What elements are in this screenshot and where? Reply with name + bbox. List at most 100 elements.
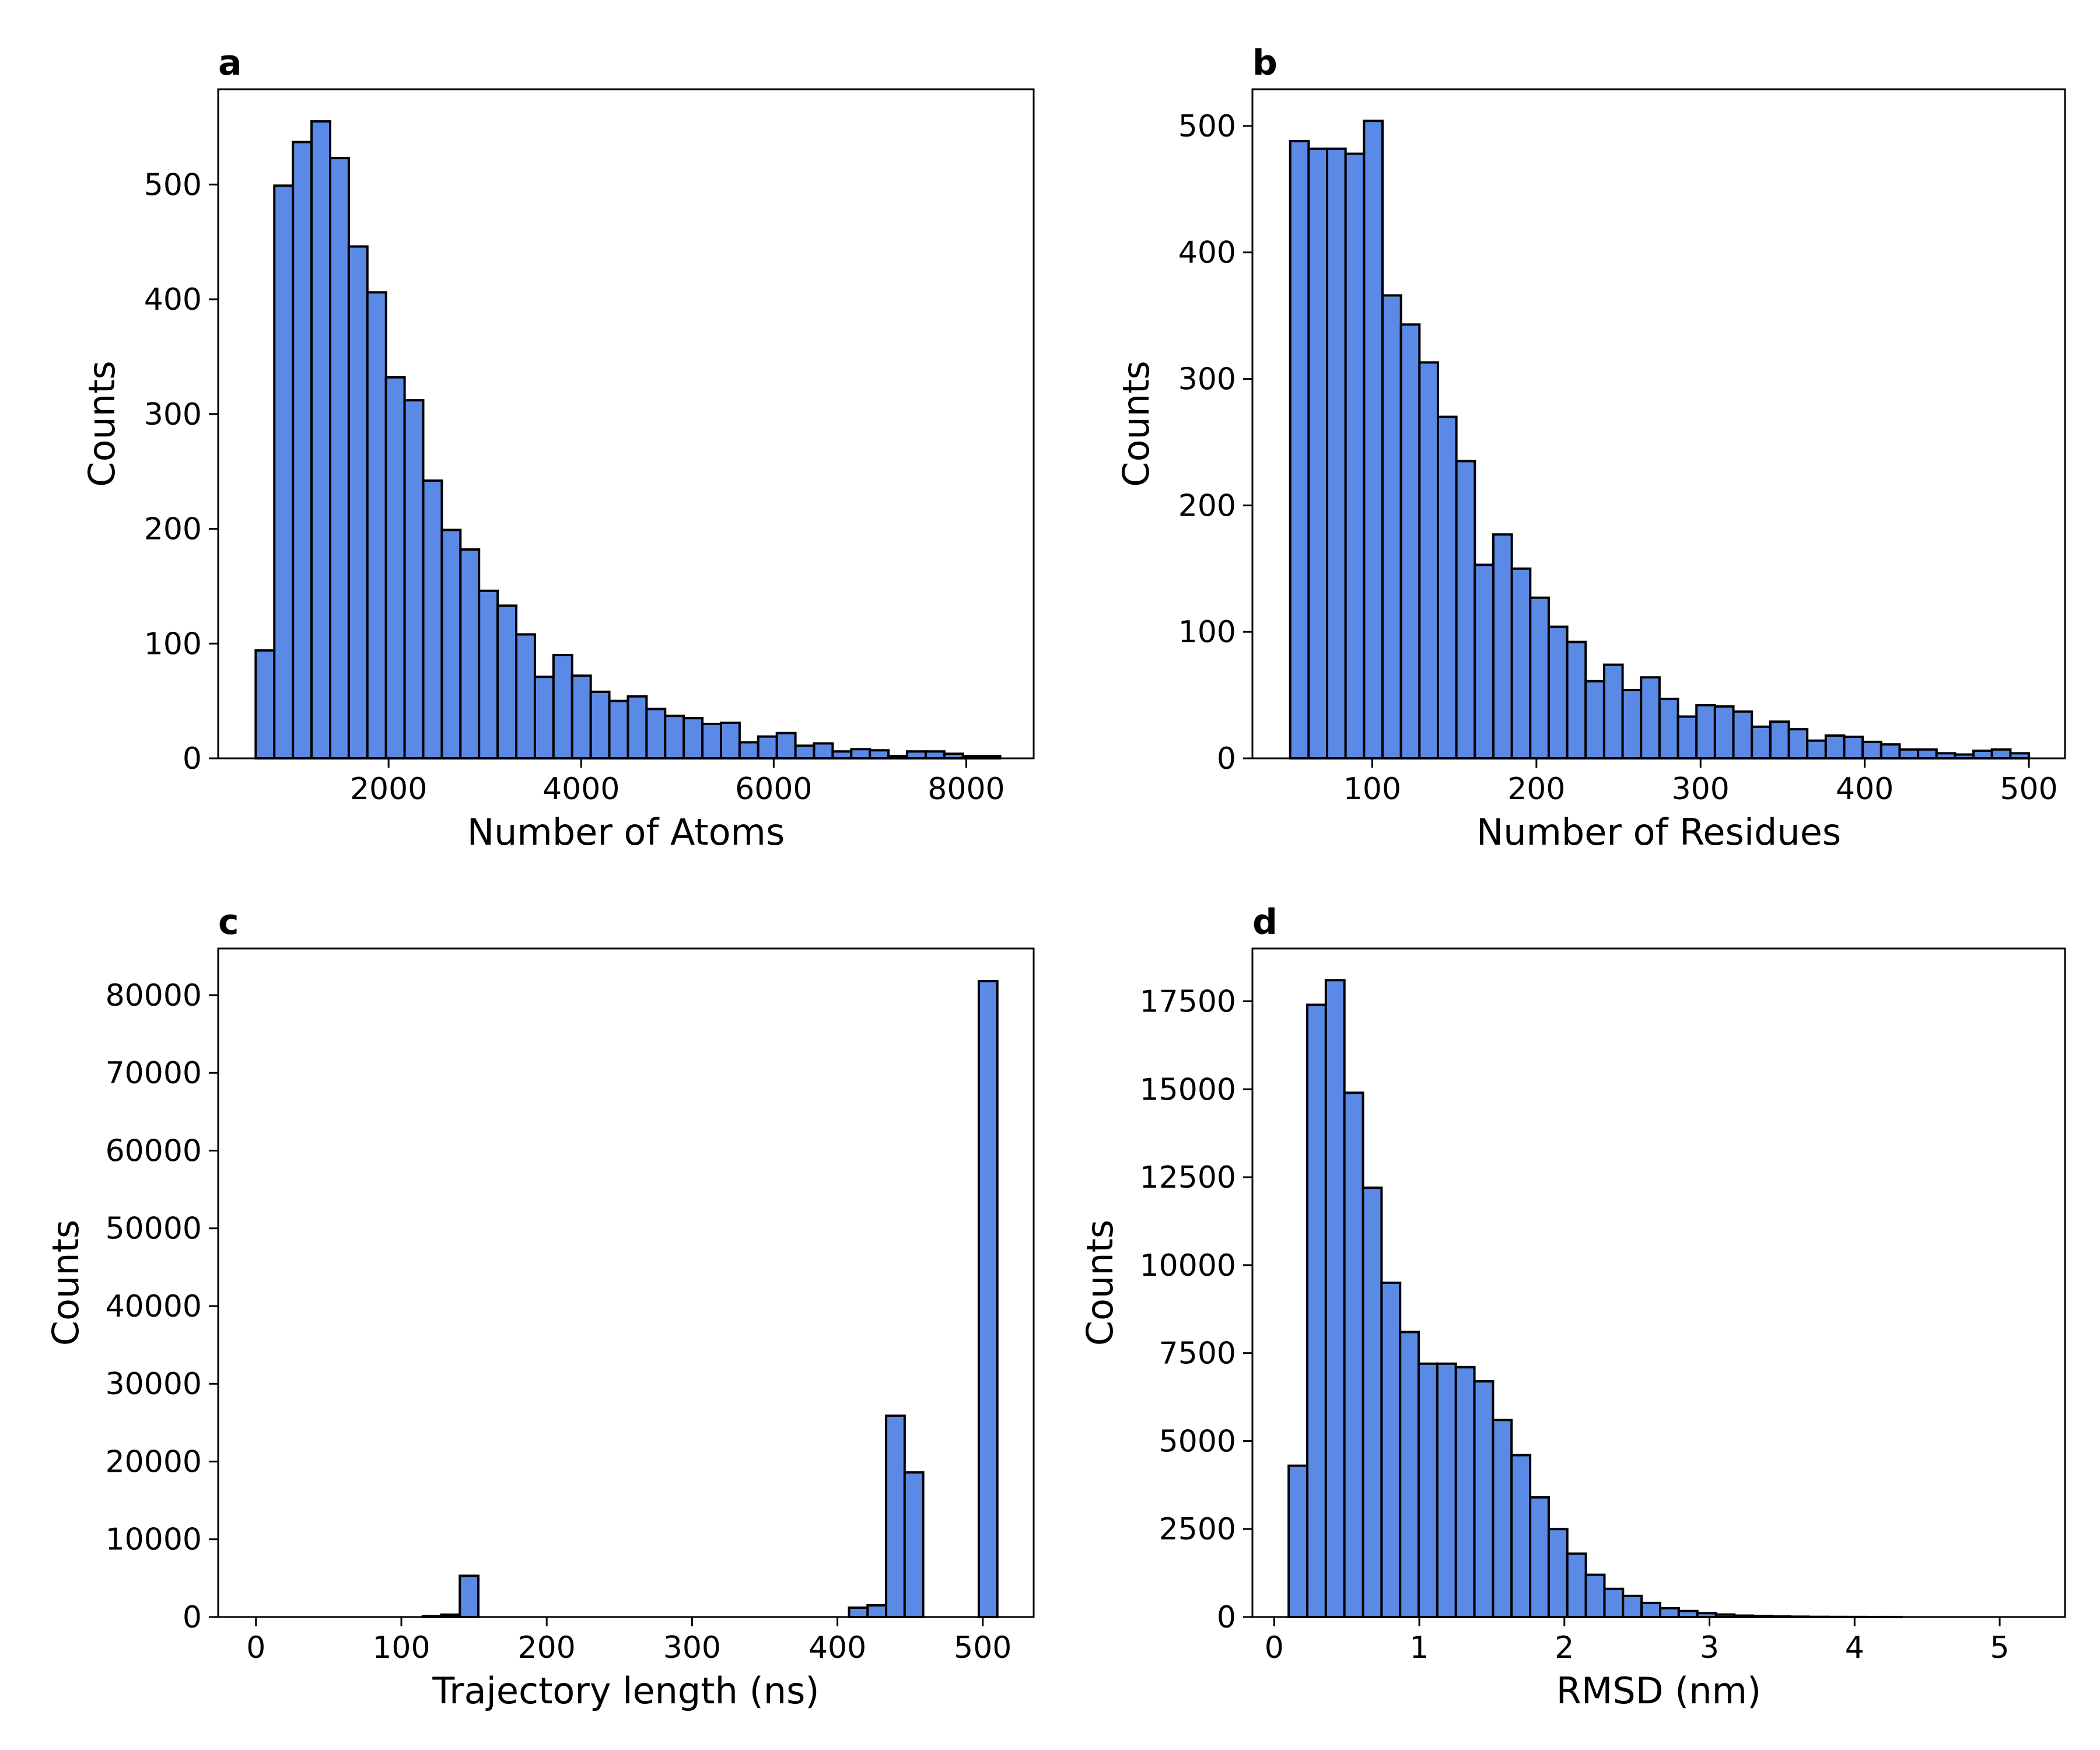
y-tick-label: 10000 xyxy=(1140,1248,1236,1283)
histogram-bar xyxy=(570,674,592,760)
histogram-bar xyxy=(1547,1528,1569,1618)
x-tick-label: 0 xyxy=(246,1630,265,1665)
histogram-bar xyxy=(328,157,350,760)
histogram-bar xyxy=(496,604,518,760)
y-axis-label: Counts xyxy=(44,1220,87,1346)
histogram-bar xyxy=(1399,1331,1420,1619)
y-axis-label: Counts xyxy=(80,360,123,487)
y-tick-label: 12500 xyxy=(1140,1160,1236,1195)
histogram-bar xyxy=(1676,715,1698,760)
histogram-bar xyxy=(422,479,443,760)
histogram-bar xyxy=(1880,743,1901,760)
x-tick-label: 100 xyxy=(372,1630,430,1665)
histogram-bar xyxy=(645,708,667,760)
histogram-bar xyxy=(292,141,313,760)
histogram-bar xyxy=(850,748,872,760)
histogram-bar xyxy=(1287,1464,1309,1618)
x-tick-label: 6000 xyxy=(735,772,812,807)
histogram-bar xyxy=(440,528,462,760)
plot-frame xyxy=(1251,947,2066,1618)
x-tick-label: 100 xyxy=(1343,772,1401,807)
histogram-bar xyxy=(1751,725,1772,760)
histogram-bar xyxy=(813,742,834,760)
x-tick-label: 200 xyxy=(1507,772,1565,807)
histogram-bar xyxy=(1473,1380,1494,1619)
x-tick-label: 400 xyxy=(1836,772,1894,807)
histogram-bar xyxy=(1529,596,1550,760)
panel-label: c xyxy=(218,902,239,943)
histogram-bar xyxy=(885,1414,906,1618)
histogram-bar xyxy=(1640,1601,1661,1619)
y-tick-label: 300 xyxy=(1178,362,1236,397)
histogram-bar xyxy=(1344,152,1366,760)
histogram-bar xyxy=(1603,1587,1625,1618)
histogram-bar xyxy=(1787,728,1809,760)
panel-b: 100 200 300 400 500 0 100 200 300 400 500 b Number o… xyxy=(1115,43,2066,853)
histogram-bar xyxy=(869,749,890,760)
y-tick-label: 80000 xyxy=(106,978,202,1013)
histogram-bar xyxy=(1713,705,1735,760)
x-tick-label: 2 xyxy=(1555,1630,1574,1665)
histogram-bar xyxy=(608,699,629,760)
histogram-bar xyxy=(254,649,276,760)
histogram-bar xyxy=(1898,748,1920,760)
y-tick-label: 40000 xyxy=(106,1289,202,1324)
panel-label: a xyxy=(218,43,242,83)
histogram-bar xyxy=(1566,1552,1587,1619)
histogram-bar xyxy=(533,676,555,760)
histogram-bar xyxy=(1510,1454,1532,1618)
histogram-bar xyxy=(384,376,406,760)
panel-a: 2000 4000 6000 8000 0 100 200 300 400 500 a Number … xyxy=(80,43,1035,853)
histogram-bar xyxy=(515,633,536,760)
y-tick-label: 30000 xyxy=(106,1367,202,1402)
x-tick-label: 300 xyxy=(663,1630,721,1665)
histogram-bar xyxy=(682,717,704,760)
y-tick-label: 400 xyxy=(144,282,202,317)
histogram-bar xyxy=(1436,1362,1457,1618)
histogram-bar xyxy=(1861,740,1882,760)
histogram-bar xyxy=(1381,294,1402,760)
y-tick-label: 200 xyxy=(144,512,202,547)
histogram-bar xyxy=(1454,1366,1476,1618)
y-tick-label: 20000 xyxy=(106,1444,202,1479)
histogram-bar xyxy=(1307,147,1329,760)
x-tick-label: 5 xyxy=(1990,1630,2010,1665)
x-tick-label: 4000 xyxy=(542,772,620,807)
histogram-bar xyxy=(1677,1609,1699,1619)
histogram-bar xyxy=(775,732,797,760)
x-tick-label: 0 xyxy=(1265,1630,1284,1665)
y-tick-label: 200 xyxy=(1178,488,1236,523)
histogram-bar xyxy=(366,291,387,760)
x-tick-label: 1 xyxy=(1410,1630,1429,1665)
y-tick-label: 10000 xyxy=(106,1522,202,1558)
y-tick-label: 17500 xyxy=(1140,984,1236,1019)
histogram-bar xyxy=(1343,1091,1364,1618)
histogram-bar xyxy=(1362,1186,1383,1618)
histogram-bar xyxy=(664,715,685,760)
y-tick-label: 500 xyxy=(1178,109,1236,144)
y-tick-label: 60000 xyxy=(106,1133,202,1168)
y-tick-label: 2500 xyxy=(1159,1512,1236,1547)
histogram-bar xyxy=(459,1574,480,1619)
histogram-bar xyxy=(403,399,425,760)
x-tick-label: 400 xyxy=(808,1630,866,1665)
histogram-bar xyxy=(738,741,760,760)
histogram-bar xyxy=(1529,1496,1550,1618)
histogram-bar xyxy=(848,1606,869,1618)
histogram-bar xyxy=(1990,748,2012,760)
histogram-bar xyxy=(701,722,722,760)
y-tick-label: 7500 xyxy=(1159,1336,1236,1371)
histogram-bar xyxy=(589,690,611,760)
x-tick-label: 2000 xyxy=(350,772,427,807)
histogram-bar xyxy=(1622,1594,1643,1619)
histogram-bar xyxy=(310,120,331,760)
histogram-bar xyxy=(1363,120,1384,760)
histogram-bar xyxy=(1824,734,1846,760)
histogram-bar xyxy=(924,750,946,760)
y-tick-label: 500 xyxy=(144,167,202,202)
y-tick-label: 50000 xyxy=(106,1212,202,1247)
y-tick-label: 400 xyxy=(1178,236,1236,271)
histogram-bar xyxy=(1843,736,1864,760)
x-axis-label: Trajectory length (ns) xyxy=(432,1670,819,1712)
panel-d: 0 1 2 3 4 5 0 2500 5000 7500 10000 12500 15000 17500 d… xyxy=(1079,902,2066,1712)
